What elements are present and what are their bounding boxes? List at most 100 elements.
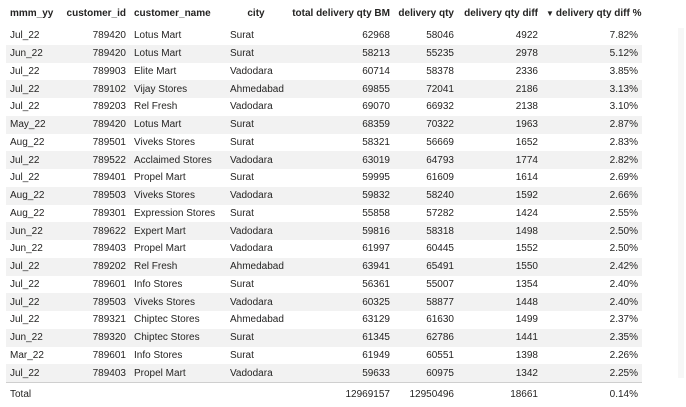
table-row[interactable]: Mar_22 789601 Info Stores Surat 61949 60551 13… (6, 346, 642, 365)
cell-mmm-yy: Jul_22 (6, 364, 60, 383)
cell-delivery-qty-diff: 1398 (458, 346, 542, 365)
table-row[interactable]: Jul_22 789503 Viveks Stores Vadodara 60325 58… (6, 293, 642, 311)
cell-delivery-qty-diff: 1550 (458, 257, 542, 276)
table-row[interactable]: Jul_22 789903 Elite Mart Vadodara 60714 58378… (6, 62, 642, 81)
table-row[interactable]: Jul_22 789601 Info Stores Surat 56361 55007 13… (6, 275, 642, 294)
cell-mmm-yy: Aug_22 (6, 186, 60, 205)
column-header-city[interactable]: city (226, 0, 286, 27)
cell-delivery-qty: 55235 (394, 44, 458, 63)
table-row[interactable]: Aug_22 789301 Expression Stores Surat 55858 5… (6, 204, 642, 223)
cell-customer-id: 789321 (60, 311, 130, 329)
total-label: Total (6, 382, 60, 405)
column-header-mmm-yy[interactable]: mmm_yy (6, 0, 60, 27)
table-row[interactable]: Jul_22 789202 Rel Fresh Ahmedabad 63941 65491… (6, 257, 642, 276)
column-header-customer-name[interactable]: customer_name (130, 0, 226, 27)
cell-mmm-yy: Jul_22 (6, 62, 60, 81)
cell-customer-name: Elite Mart (130, 62, 226, 81)
cell-delivery-qty: 58240 (394, 186, 458, 205)
cell-customer-id: 789320 (60, 328, 130, 347)
cell-delivery-qty: 60551 (394, 346, 458, 365)
vertical-scrollbar[interactable] (678, 28, 684, 378)
cell-customer-id: 789403 (60, 240, 130, 258)
table-row[interactable]: Jul_22 789420 Lotus Mart Surat 62968 58046 492… (6, 27, 642, 45)
table-row[interactable]: May_22 789420 Lotus Mart Surat 68359 70322 196… (6, 115, 642, 134)
total-delivery-qty: 12950496 (394, 382, 458, 405)
cell-customer-id: 789622 (60, 222, 130, 240)
cell-customer-id: 789503 (60, 293, 130, 311)
cell-delivery-qty: 61630 (394, 311, 458, 329)
cell-delivery-qty: 58046 (394, 27, 458, 45)
cell-delivery-qty-diff: 1963 (458, 115, 542, 134)
cell-delivery-qty-diff: 1354 (458, 275, 542, 294)
cell-delivery-qty: 60975 (394, 364, 458, 383)
table-row[interactable]: Jun_22 789420 Lotus Mart Surat 58213 55235 297… (6, 44, 642, 63)
table-row[interactable]: Aug_22 789501 Viveks Stores Surat 58321 56669… (6, 133, 642, 152)
cell-mmm-yy: Jul_22 (6, 80, 60, 98)
total-empty-cell (226, 382, 286, 405)
cell-total-delivery-qty-bm: 58321 (286, 133, 394, 152)
cell-delivery-qty: 66932 (394, 98, 458, 116)
cell-total-delivery-qty-bm: 59816 (286, 222, 394, 240)
cell-mmm-yy: Jul_22 (6, 169, 60, 187)
table-row[interactable]: Jun_22 789622 Expert Mart Vadodara 59816 5831… (6, 222, 642, 240)
cell-total-delivery-qty-bm: 59995 (286, 169, 394, 187)
cell-delivery-qty: 58378 (394, 62, 458, 81)
cell-mmm-yy: May_22 (6, 115, 60, 134)
cell-customer-name: Propel Mart (130, 169, 226, 187)
cell-customer-id: 789420 (60, 27, 130, 45)
cell-delivery-qty-diff: 1342 (458, 364, 542, 383)
column-header-delivery-qty[interactable]: delivery qty (394, 0, 458, 27)
cell-delivery-qty-diff-pct: 2.40% (542, 293, 642, 311)
cell-delivery-qty-diff: 1424 (458, 204, 542, 223)
cell-delivery-qty-diff-pct: 2.50% (542, 222, 642, 240)
cell-delivery-qty: 60445 (394, 240, 458, 258)
total-delivery-qty-bm: 12969157 (286, 382, 394, 405)
cell-customer-name: Info Stores (130, 275, 226, 294)
cell-mmm-yy: Jun_22 (6, 222, 60, 240)
table-row[interactable]: Aug_22 789503 Viveks Stores Vadodara 59832 58… (6, 186, 642, 205)
table-row[interactable]: Jul_22 789321 Chiptec Stores Ahmedabad 63129… (6, 311, 642, 329)
cell-customer-id: 789203 (60, 98, 130, 116)
cell-total-delivery-qty-bm: 63129 (286, 311, 394, 329)
cell-delivery-qty: 70322 (394, 115, 458, 134)
cell-delivery-qty-diff: 1592 (458, 186, 542, 205)
cell-city: Surat (226, 27, 286, 45)
cell-customer-id: 789102 (60, 80, 130, 98)
cell-customer-name: Viveks Stores (130, 186, 226, 205)
cell-total-delivery-qty-bm: 56361 (286, 275, 394, 294)
total-row: Total 12969157 12950496 18661 0.14% (6, 382, 642, 405)
table-row[interactable]: Jul_22 789102 Vijay Stores Ahmedabad 69855 72… (6, 80, 642, 98)
cell-city: Surat (226, 346, 286, 365)
cell-delivery-qty-diff: 1441 (458, 328, 542, 347)
column-header-delivery-qty-diff[interactable]: delivery qty diff (458, 0, 542, 27)
cell-city: Surat (226, 169, 286, 187)
column-header-delivery-qty-diff-pct[interactable]: ▼ delivery qty diff % (542, 0, 642, 27)
column-header-customer-id[interactable]: customer_id (60, 0, 130, 27)
column-header-total-delivery-qty-bm[interactable]: total delivery qty BM (286, 0, 394, 27)
cell-customer-name: Info Stores (130, 346, 226, 365)
table-row[interactable]: Jul_22 789203 Rel Fresh Vadodara 69070 66932 2… (6, 98, 642, 116)
cell-delivery-qty-diff-pct: 2.82% (542, 151, 642, 169)
table-row[interactable]: Jul_22 789403 Propel Mart Vadodara 59633 6097… (6, 364, 642, 383)
cell-customer-id: 789202 (60, 257, 130, 276)
cell-delivery-qty-diff: 2138 (458, 98, 542, 116)
cell-mmm-yy: Jul_22 (6, 311, 60, 329)
cell-delivery-qty-diff-pct: 2.66% (542, 186, 642, 205)
table-row[interactable]: Jul_22 789401 Propel Mart Surat 59995 61609 16… (6, 169, 642, 187)
cell-city: Surat (226, 275, 286, 294)
cell-delivery-qty-diff: 1498 (458, 222, 542, 240)
cell-delivery-qty-diff: 1448 (458, 293, 542, 311)
table-row[interactable]: Jul_22 789522 Acclaimed Stores Vadodara 6301… (6, 151, 642, 169)
table-row[interactable]: Jun_22 789403 Propel Mart Vadodara 61997 6044… (6, 240, 642, 258)
cell-delivery-qty-diff-pct: 3.13% (542, 80, 642, 98)
cell-total-delivery-qty-bm: 59633 (286, 364, 394, 383)
cell-customer-name: Expression Stores (130, 204, 226, 223)
cell-delivery-qty-diff-pct: 2.69% (542, 169, 642, 187)
cell-delivery-qty: 57282 (394, 204, 458, 223)
cell-delivery-qty-diff: 1652 (458, 133, 542, 152)
table-row[interactable]: Jun_22 789320 Chiptec Stores Surat 61345 6278… (6, 328, 642, 347)
cell-city: Ahmedabad (226, 257, 286, 276)
cell-customer-id: 789501 (60, 133, 130, 152)
cell-total-delivery-qty-bm: 69855 (286, 80, 394, 98)
cell-delivery-qty: 58877 (394, 293, 458, 311)
